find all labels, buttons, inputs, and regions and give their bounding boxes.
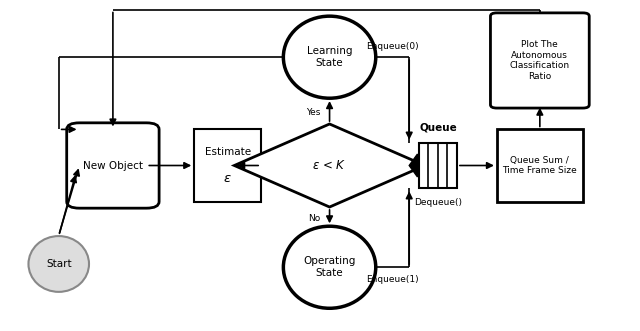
Text: Learning
State: Learning State [307,46,352,68]
Ellipse shape [284,16,376,98]
Text: Queue: Queue [419,123,457,133]
Text: $\epsilon$ < K: $\epsilon$ < K [312,159,347,172]
Bar [419,143,457,188]
Text: Queue Sum /
Time Frame Size: Queue Sum / Time Frame Size [502,156,577,175]
Text: Dequeue(): Dequeue() [414,198,462,207]
Ellipse shape [284,226,376,308]
FancyBboxPatch shape [490,13,589,108]
Bar [497,129,583,202]
Bar [194,129,261,202]
Ellipse shape [28,236,89,292]
Text: Plot The
Autonomous
Classification
Ratio: Plot The Autonomous Classification Ratio [510,40,570,80]
Text: Start: Start [46,259,72,269]
Text: Estimate: Estimate [205,147,251,157]
Text: Operating
State: Operating State [303,257,356,278]
Text: Enqueue(0): Enqueue(0) [366,42,419,51]
Text: New Object: New Object [83,161,143,170]
Text: Yes: Yes [306,109,320,118]
Text: No: No [308,213,320,222]
Text: Enqueue(1): Enqueue(1) [366,275,419,284]
Polygon shape [234,124,425,207]
Polygon shape [409,154,417,177]
Text: $\epsilon$: $\epsilon$ [223,172,232,185]
FancyBboxPatch shape [67,123,159,208]
